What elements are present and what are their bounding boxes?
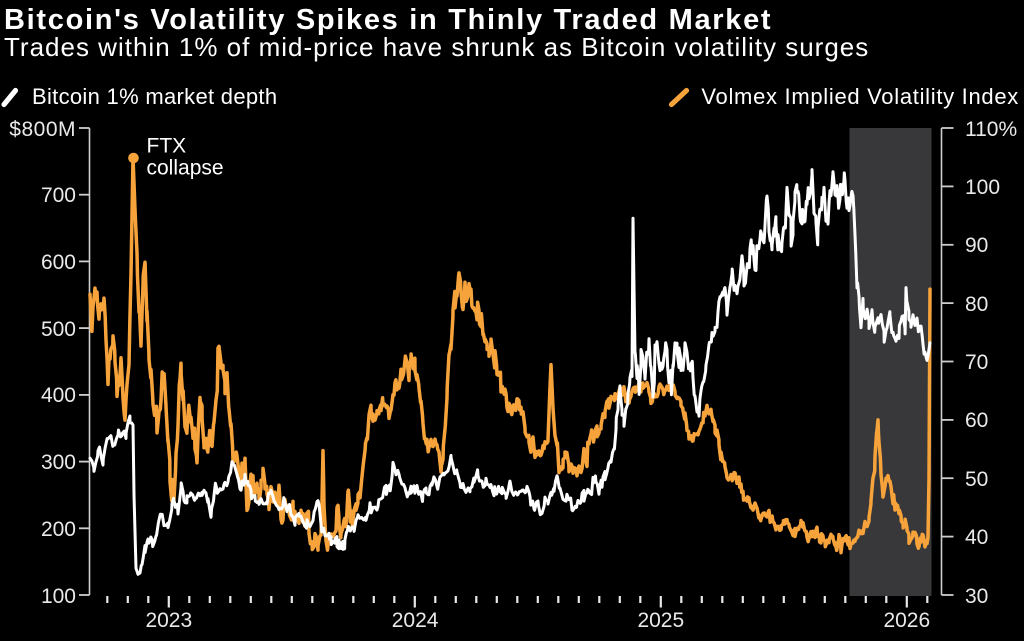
svg-text:400: 400	[41, 384, 76, 407]
svg-text:$800M: $800M	[9, 118, 76, 141]
svg-text:40: 40	[965, 526, 988, 549]
svg-text:2026: 2026	[883, 609, 930, 632]
svg-text:100: 100	[965, 176, 1000, 199]
svg-text:200: 200	[41, 518, 76, 541]
svg-text:collapse: collapse	[147, 157, 224, 180]
svg-text:30: 30	[965, 585, 988, 608]
svg-text:Trades within 1% of mid-price: Trades within 1% of mid-price have shrun…	[4, 32, 869, 62]
svg-text:100: 100	[41, 585, 76, 608]
svg-text:2025: 2025	[637, 609, 684, 632]
svg-text:FTX: FTX	[147, 134, 187, 157]
svg-text:90: 90	[965, 234, 988, 257]
svg-text:Bitcoin's Volatility Spikes in: Bitcoin's Volatility Spikes in Thinly Tr…	[4, 4, 772, 36]
svg-text:80: 80	[965, 293, 988, 316]
svg-text:60: 60	[965, 409, 988, 432]
svg-text:50: 50	[965, 468, 988, 491]
svg-text:Volmex Implied Volatility Inde: Volmex Implied Volatility Index	[701, 84, 1019, 109]
svg-text:70: 70	[965, 351, 988, 374]
svg-text:Bitcoin 1% market depth: Bitcoin 1% market depth	[32, 84, 277, 109]
svg-text:700: 700	[41, 184, 76, 207]
svg-text:300: 300	[41, 451, 76, 474]
svg-text:110%: 110%	[965, 118, 1017, 141]
svg-text:2024: 2024	[392, 609, 439, 632]
svg-text:2023: 2023	[145, 609, 192, 632]
svg-text:500: 500	[41, 318, 76, 341]
svg-text:600: 600	[41, 251, 76, 274]
